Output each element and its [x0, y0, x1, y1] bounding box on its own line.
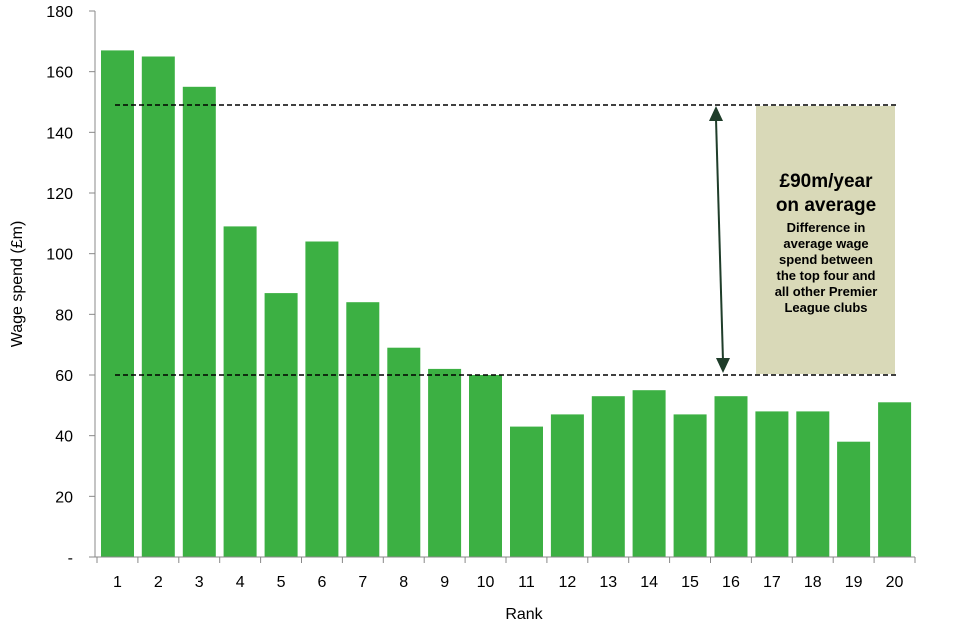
bar — [550, 414, 584, 557]
y-axis-title: Wage spend (£m) — [9, 221, 26, 348]
x-tick-label: 14 — [640, 574, 658, 591]
annotation-detail-line: spend between — [779, 252, 873, 267]
x-tick-label: 5 — [277, 574, 286, 591]
annotation-detail-line: the top four and — [777, 268, 876, 283]
bar — [346, 302, 380, 557]
x-tick-label: 15 — [681, 574, 699, 591]
x-tick-label: 2 — [154, 574, 163, 591]
reference-lines-layer — [115, 104, 896, 376]
difference-arrow — [709, 106, 730, 373]
y-tick-label: 20 — [55, 489, 73, 506]
annotation-detail-line: Difference in — [787, 220, 866, 235]
bar — [673, 414, 707, 557]
annotation-layer: £90m/year on average Difference in avera… — [709, 106, 895, 374]
x-tick-label: 18 — [804, 574, 822, 591]
x-tick-label: 7 — [358, 574, 367, 591]
bar — [837, 441, 871, 557]
x-tick-label: 6 — [317, 574, 326, 591]
bar — [141, 56, 175, 557]
x-tick-label: 8 — [399, 574, 408, 591]
bar — [305, 241, 339, 557]
bar — [755, 411, 789, 557]
bar — [182, 86, 216, 558]
y-tick-label: 160 — [46, 65, 73, 82]
bar — [264, 293, 298, 557]
bar — [714, 396, 748, 557]
bar — [632, 390, 666, 557]
annotation-box — [756, 106, 895, 374]
arrow-head-down — [716, 358, 730, 373]
x-tick-label: 11 — [518, 574, 535, 591]
x-tick-label: 4 — [236, 574, 245, 591]
x-tick-label: 1 — [113, 574, 122, 591]
y-tick-label: - — [68, 550, 73, 567]
y-tick-label: 40 — [55, 429, 73, 446]
arrow-shaft — [715, 119, 724, 362]
x-tick-label: 12 — [558, 574, 576, 591]
bar — [387, 347, 421, 557]
y-tick-label: 140 — [46, 125, 73, 142]
annotation-headline-line2: on average — [776, 195, 876, 216]
bar — [223, 226, 257, 557]
y-tick-label: 180 — [46, 4, 73, 21]
y-tick-label: 60 — [55, 368, 73, 385]
x-tick-label: 19 — [845, 574, 863, 591]
bar — [510, 426, 543, 557]
annotation-detail-line: all other Premier — [775, 284, 878, 299]
x-tick-label: 13 — [599, 574, 617, 591]
bar — [591, 396, 625, 557]
x-axis-title: Rank — [505, 606, 543, 623]
arrow-head-up — [709, 106, 723, 122]
y-tick-label: 120 — [46, 186, 73, 203]
bar — [428, 368, 462, 557]
bar — [796, 411, 830, 557]
x-tick-label: 9 — [440, 574, 449, 591]
x-tick-label: 10 — [477, 574, 495, 591]
x-tick-label: 3 — [195, 574, 204, 591]
bar — [469, 375, 502, 557]
y-tick-label: 80 — [55, 307, 73, 324]
bar — [101, 50, 134, 558]
annotation-detail-line: average wage — [783, 236, 868, 251]
annotation-detail-line: League clubs — [784, 300, 867, 315]
y-tick-label: 100 — [46, 247, 73, 264]
x-tick-label: 17 — [763, 574, 781, 591]
x-tick-label: 20 — [886, 574, 904, 591]
bar — [878, 402, 912, 557]
x-tick-label: 16 — [722, 574, 740, 591]
bars-layer — [101, 50, 912, 558]
annotation-headline-line1: £90m/year — [780, 171, 874, 192]
